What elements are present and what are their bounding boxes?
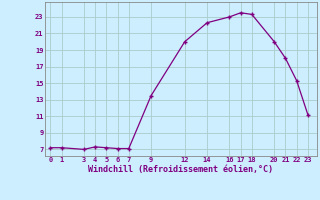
- X-axis label: Windchill (Refroidissement éolien,°C): Windchill (Refroidissement éolien,°C): [88, 165, 273, 174]
